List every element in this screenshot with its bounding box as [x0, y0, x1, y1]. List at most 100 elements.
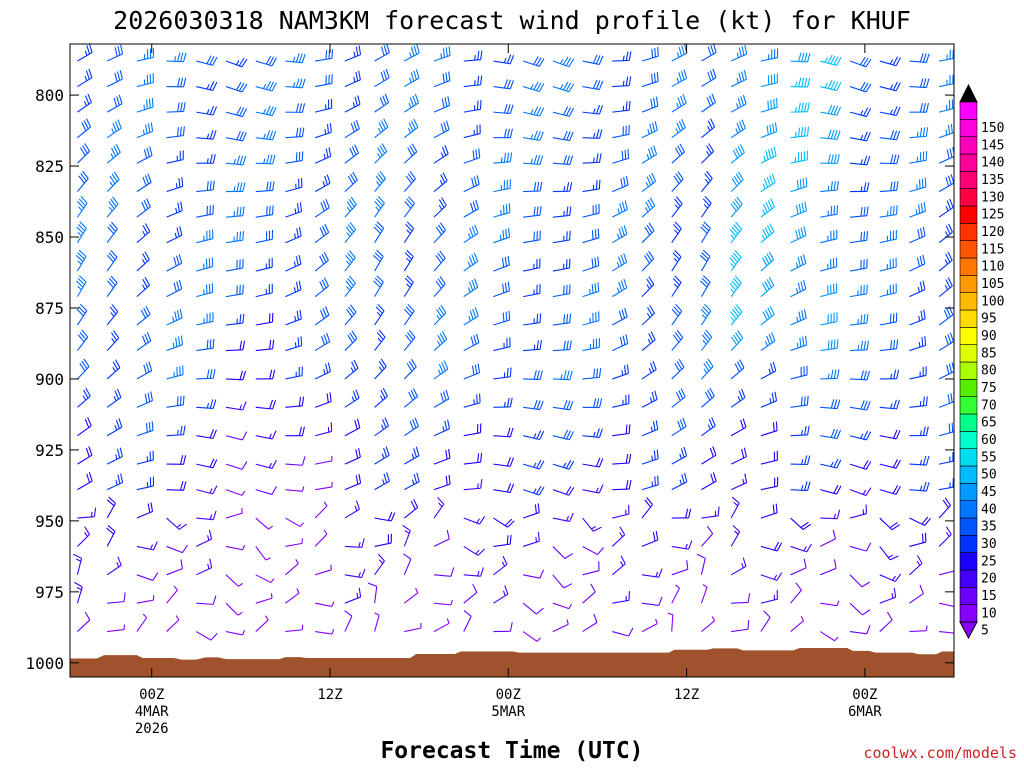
wind-barb	[285, 280, 302, 298]
wind-barb	[106, 275, 118, 297]
wind-barb	[255, 517, 273, 530]
wind-barb	[403, 275, 414, 297]
wind-barb	[523, 181, 543, 193]
colorbar-label: 130	[981, 190, 1004, 205]
wind-barb	[939, 602, 954, 607]
colorbar-segment	[959, 136, 978, 155]
colorbar-label: 85	[981, 346, 997, 361]
wind-barb	[136, 97, 154, 113]
wind-barb	[641, 72, 659, 88]
wind-barb	[820, 79, 842, 92]
wind-barb	[493, 555, 508, 576]
wind-barb	[820, 104, 842, 116]
wind-barb	[641, 568, 663, 578]
wind-barb	[879, 130, 901, 141]
colorbar-label: 125	[981, 208, 1004, 223]
y-tick-label: 825	[35, 157, 64, 176]
wind-barb	[166, 201, 183, 218]
wind-barb	[314, 392, 332, 408]
wind-barb	[523, 313, 542, 326]
wind-barb	[909, 584, 924, 604]
wind-barb	[463, 363, 481, 380]
wind-barb	[433, 276, 446, 297]
wind-barb	[225, 370, 246, 381]
wind-barb	[433, 145, 449, 164]
wind-barb	[166, 455, 187, 465]
wind-barb	[523, 569, 545, 579]
wind-barb	[314, 529, 328, 547]
wind-barb	[463, 610, 472, 632]
wind-barb	[225, 461, 248, 470]
colorbar-segment	[959, 292, 978, 311]
wind-barb	[255, 55, 277, 67]
wind-barb	[463, 479, 483, 491]
wind-barb	[106, 473, 124, 491]
wind-barb	[523, 258, 541, 272]
wind-barb	[938, 362, 954, 380]
wind-barb	[612, 504, 630, 519]
wind-barb	[820, 369, 840, 380]
wind-barb	[315, 98, 333, 113]
wind-barb	[136, 450, 154, 465]
wind-barb	[374, 118, 389, 139]
wind-barb	[938, 198, 954, 218]
wind-barb	[166, 425, 186, 437]
wind-barb	[671, 249, 682, 272]
wind-barb	[463, 393, 481, 408]
wind-barb	[820, 529, 837, 547]
wind-barb	[641, 331, 656, 351]
colorbar-segment	[959, 569, 978, 588]
credit-link[interactable]: coolwx.com/models	[863, 744, 1017, 762]
wind-barb	[849, 131, 871, 142]
wind-barb	[879, 369, 900, 380]
colorbar-label: 110	[981, 260, 1004, 275]
wind-barb	[255, 593, 273, 604]
wind-barb	[106, 304, 119, 326]
wind-barb	[136, 48, 155, 62]
wind-barb	[225, 574, 243, 587]
wind-barb	[879, 181, 899, 193]
wind-barb	[760, 198, 776, 218]
wind-barb	[403, 221, 415, 244]
wind-barb	[938, 251, 953, 272]
wind-barb	[790, 201, 807, 218]
wind-barb	[612, 394, 630, 408]
wind-barb	[671, 94, 687, 113]
wind-barb	[314, 198, 330, 218]
y-tick-label: 950	[35, 512, 64, 531]
wind-barb	[641, 618, 658, 633]
colorbar-segment	[959, 205, 978, 224]
wind-barb	[225, 57, 248, 68]
x-axis-title: Forecast Time (UTC)	[380, 738, 643, 764]
wind-barb	[641, 172, 657, 193]
wind-barb	[225, 106, 248, 118]
wind-barb	[641, 475, 659, 491]
wind-barb	[255, 615, 269, 632]
wind-barb	[75, 249, 87, 272]
wind-barb	[166, 254, 183, 272]
wind-barb	[582, 398, 603, 409]
wind-barb	[731, 593, 751, 604]
wind-barb	[849, 230, 869, 244]
wind-barb	[909, 396, 928, 408]
wind-barb	[285, 336, 303, 352]
wind-barb	[374, 68, 390, 88]
wind-barb	[225, 340, 246, 352]
wind-barb	[938, 122, 954, 139]
colorbar-segment	[959, 535, 978, 553]
wind-barb	[403, 118, 419, 139]
wind-barb	[493, 104, 514, 115]
wind-barb	[849, 206, 869, 218]
wind-barb	[493, 152, 513, 164]
colorbar-label: 120	[981, 225, 1004, 240]
wind-barb	[671, 304, 683, 326]
wind-barb	[552, 602, 572, 610]
wind-barb	[760, 48, 779, 62]
wind-barb	[790, 177, 808, 193]
wind-barb	[879, 339, 899, 352]
wind-barb	[820, 129, 841, 140]
wind-barb	[879, 399, 900, 410]
x-tick-label: 6MAR	[848, 704, 882, 720]
wind-barb	[76, 221, 87, 243]
wind-barb	[314, 362, 331, 380]
